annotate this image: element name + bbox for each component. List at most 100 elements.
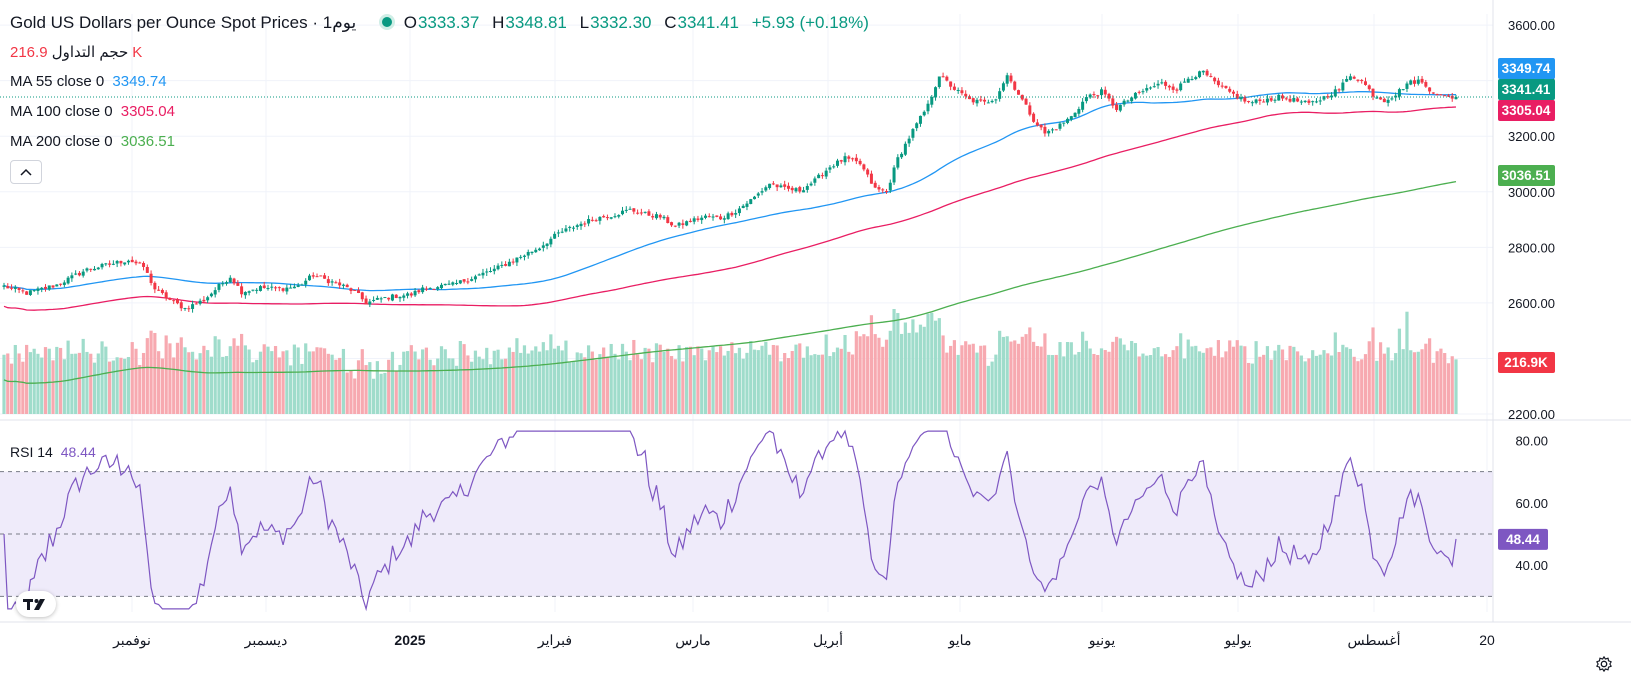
candle-body: [956, 89, 960, 91]
volume-bar: [933, 320, 938, 414]
candle-body: [6, 286, 10, 289]
time-axis-label: يوليو: [1224, 632, 1252, 649]
candle-body: [1205, 70, 1209, 76]
candle-body: [172, 300, 176, 302]
volume-bar: [130, 342, 134, 414]
volume-bar: [436, 358, 440, 414]
volume-bar: [530, 350, 534, 414]
candle-body: [1322, 96, 1326, 100]
candle-body: [32, 290, 36, 292]
volume-bar: [1288, 345, 1292, 414]
volume-bar: [345, 372, 349, 414]
candle-body: [1254, 99, 1258, 103]
candle-body: [338, 282, 342, 286]
volume-bar: [236, 345, 240, 414]
gear-icon[interactable]: [1595, 655, 1613, 673]
candle-body: [145, 266, 149, 273]
volume-bar: [605, 357, 610, 414]
candle-body: [1356, 79, 1360, 81]
volume-bar: [285, 350, 289, 414]
candle-body: [1122, 100, 1126, 105]
volume-bar: [224, 356, 229, 414]
candle-body: [481, 272, 485, 276]
candle-body: [1194, 77, 1198, 80]
change-value: +5.93 (+0.18%): [751, 13, 869, 32]
candle-body: [406, 293, 410, 296]
candle-body: [515, 257, 519, 263]
volume-bar: [654, 343, 659, 414]
candle-body: [666, 217, 670, 224]
candle-body: [937, 76, 941, 88]
ma200-legend[interactable]: MA 200 close 0 3036.51: [10, 133, 179, 151]
volume-bar: [696, 346, 700, 414]
volume-bar: [639, 359, 643, 414]
volume-bar: [1443, 353, 1447, 414]
volume-bar: [21, 361, 25, 414]
volume-bar: [1062, 356, 1066, 414]
ma55-legend[interactable]: MA 55 close 0 3349.74: [10, 73, 171, 91]
volume-bar: [1243, 346, 1247, 414]
ma200-line: [3, 180, 1457, 384]
price-badge-bg: [1498, 352, 1555, 373]
volume-bar: [1231, 346, 1236, 414]
volume-legend[interactable]: حجم التداول 216.9K: [10, 44, 146, 62]
candle-body: [315, 276, 319, 278]
volume-bar: [515, 338, 519, 414]
ma100-legend[interactable]: MA 100 close 0 3305.04: [10, 103, 179, 121]
candle-body: [553, 233, 557, 239]
volume-bar: [1001, 336, 1006, 414]
volume-bar: [805, 346, 809, 414]
volume-bar: [964, 341, 968, 414]
volume-bar: [1363, 354, 1368, 414]
volume-bar: [549, 334, 553, 414]
candle-body: [108, 263, 112, 265]
candle-body: [70, 275, 74, 279]
collapse-legend-button[interactable]: [10, 160, 42, 184]
volume-bar: [632, 339, 636, 414]
volume-bar: [1348, 348, 1352, 414]
volume-bar: [1307, 358, 1311, 414]
candle-body: [1413, 80, 1417, 84]
volume-bar: [1197, 351, 1202, 414]
tradingview-logo[interactable]: [16, 591, 56, 617]
rsi-legend[interactable]: RSI 14 48.44: [10, 443, 100, 461]
candle-body: [1198, 71, 1202, 78]
candle-body: [1179, 83, 1183, 91]
candle-body: [115, 261, 119, 264]
candle-body: [1281, 95, 1285, 99]
candle-body: [274, 287, 278, 289]
volume-bar: [1360, 359, 1364, 414]
volume-bar: [620, 343, 625, 414]
candle-body: [986, 102, 990, 104]
candle-body: [304, 280, 308, 285]
candle-body: [1182, 81, 1186, 83]
volume-bar: [179, 337, 183, 414]
candle-body: [17, 287, 21, 290]
candle-body: [240, 286, 244, 295]
volume-bar: [586, 345, 591, 414]
volume-bar: [62, 359, 66, 414]
volume-bar: [1428, 338, 1432, 414]
candle-body: [813, 178, 817, 183]
volume-bar: [89, 353, 93, 414]
volume-bar: [353, 378, 357, 414]
volume-bar: [519, 352, 523, 414]
candle-body: [334, 282, 338, 284]
volume-bar: [1111, 341, 1115, 414]
candle-body: [1428, 87, 1432, 92]
volume-bar: [718, 346, 723, 414]
candle-body: [598, 216, 602, 221]
volume-bar: [356, 360, 361, 414]
price-badge-text: 3305.04: [1502, 103, 1551, 118]
candle-body: [1284, 98, 1288, 100]
price-badge-ma100: 3305.04: [1498, 100, 1555, 121]
candle-body: [726, 213, 730, 220]
candle-body: [285, 287, 289, 292]
volume-bar: [1073, 354, 1077, 414]
candle-body: [534, 249, 538, 253]
candle-body: [749, 199, 753, 204]
volume-bars: [2, 309, 1458, 414]
volume-bar: [1352, 356, 1356, 414]
candle-body: [949, 81, 953, 87]
